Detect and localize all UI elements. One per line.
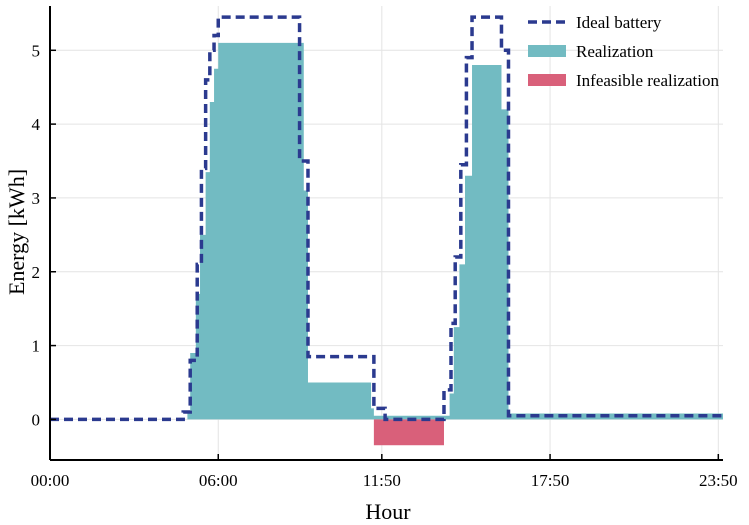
y-tick-label: 2 — [32, 263, 41, 282]
ideal-battery-line — [50, 15, 724, 422]
realization-area-fill — [187, 42, 723, 420]
axes — [49, 6, 723, 461]
y-axis-title: Energy [kWh] — [4, 169, 29, 295]
y-tick-label: 1 — [32, 337, 41, 356]
y-tick-label: 5 — [32, 41, 41, 60]
x-tick-label: 17:50 — [531, 471, 570, 490]
legend-infeasible-label: Infeasible realization — [576, 71, 720, 90]
legend-ideal-label: Ideal battery — [576, 13, 662, 32]
tick-labels: 0 1 2 3 4 5 00:00 06:00 11:50 17:50 23:50 — [31, 41, 738, 490]
grid — [49, 6, 723, 460]
y-tick-label: 4 — [32, 115, 41, 134]
x-tick-label: 06:00 — [199, 471, 238, 490]
infeasible-area-fill — [373, 419, 444, 446]
legend-infeasible-swatch — [528, 74, 566, 86]
y-tick-label: 3 — [32, 189, 41, 208]
ideal-battery-path — [50, 15, 724, 422]
legend-realization-label: Realization — [576, 42, 654, 61]
y-tick-label: 0 — [32, 410, 41, 429]
x-tick-label: 00:00 — [31, 471, 70, 490]
legend-realization-swatch — [528, 45, 566, 57]
infeasible-realization-area — [373, 419, 444, 446]
realization-area — [187, 42, 723, 420]
x-tick-label: 23:50 — [699, 471, 738, 490]
legend: Ideal battery Realization Infeasible rea… — [528, 13, 720, 90]
x-tick-label: 11:50 — [363, 471, 401, 490]
x-axis-title: Hour — [365, 499, 411, 524]
